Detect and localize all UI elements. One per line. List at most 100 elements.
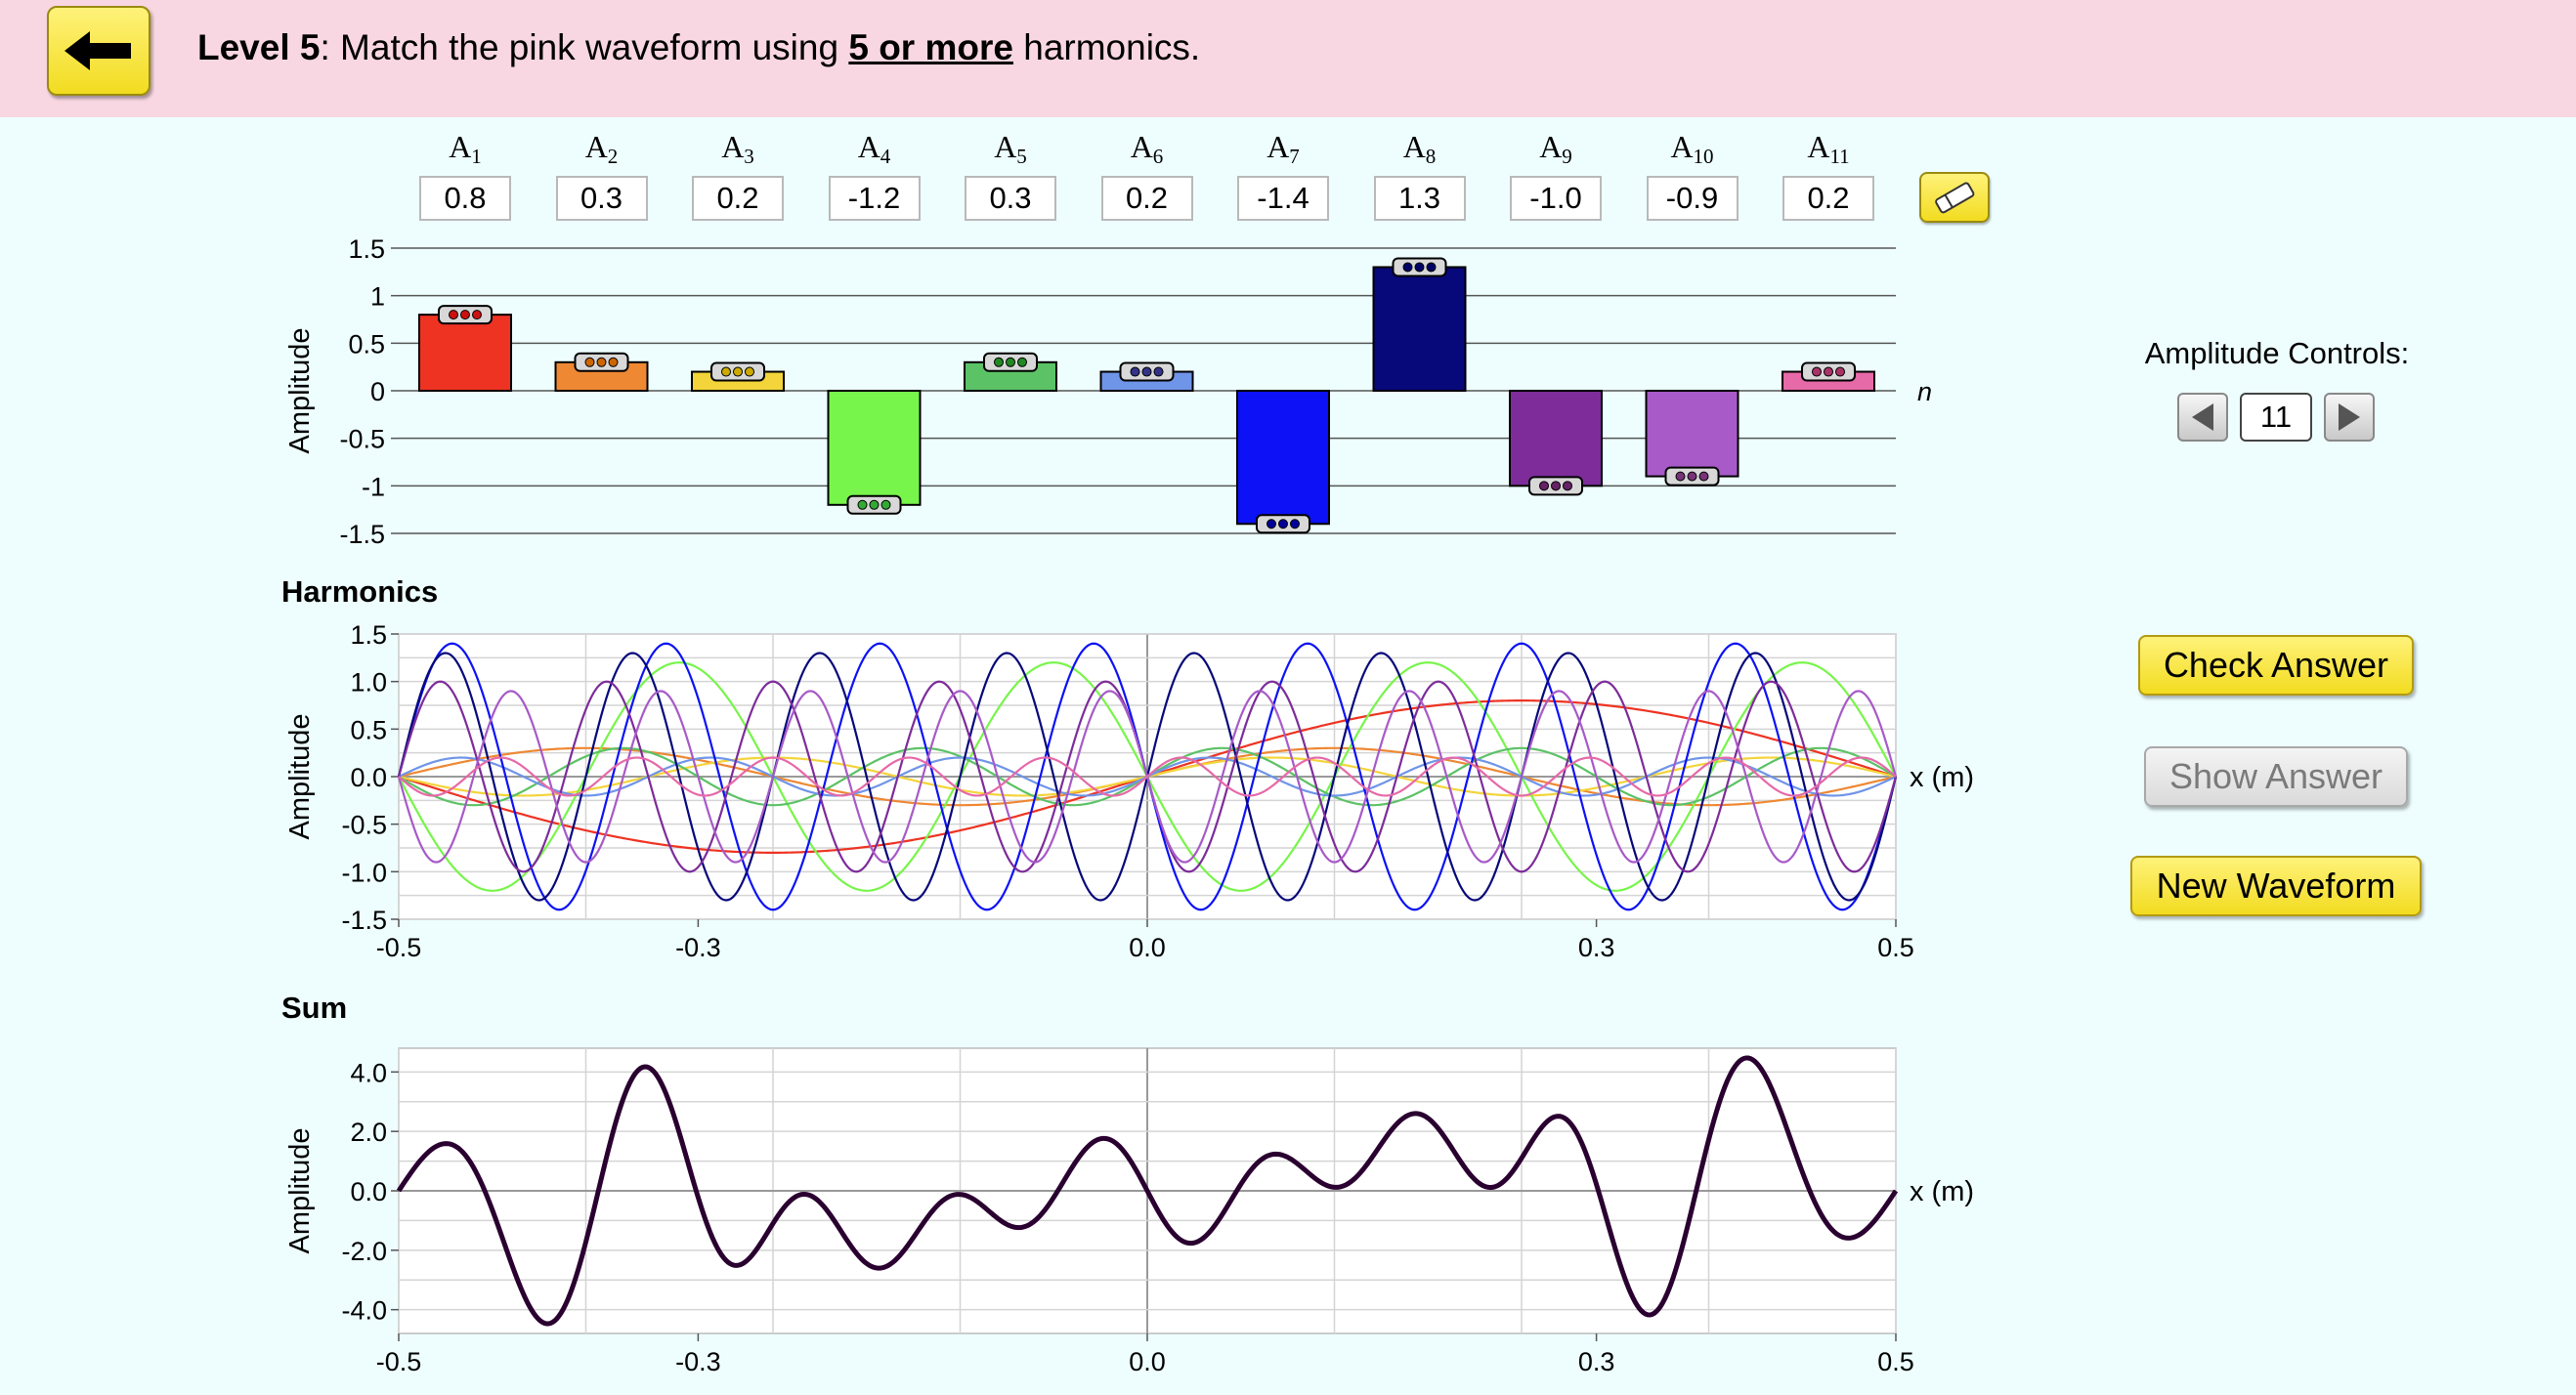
y-tick-label: -4.0 (341, 1296, 387, 1326)
amplitude-input-5[interactable]: 0.3 (965, 176, 1056, 221)
amplitude-label-letter: A (1539, 129, 1563, 164)
y-tick-label: -2.0 (341, 1237, 387, 1266)
show-answer-button[interactable]: Show Answer (2144, 746, 2408, 807)
sum-chart: 4.0 2.0 0.0 -2.0 -4.0 -0.5 -0.3 0.0 0.3 0.5 Amplit… (284, 1047, 1974, 1376)
amplitude-label-2: A2 (556, 129, 648, 169)
amplitude-label-letter: A (994, 129, 1017, 164)
amplitude-bar-9[interactable] (1509, 390, 1603, 487)
y-tick-label: -1.5 (341, 906, 387, 935)
level-label: Level 5 (197, 27, 321, 67)
handle-dot (857, 499, 868, 510)
y-tick-label: -0.5 (341, 811, 387, 840)
amplitude-input-8[interactable]: 1.3 (1373, 176, 1466, 221)
back-button[interactable] (47, 6, 150, 96)
handle-dot (1130, 366, 1140, 377)
arrow-left-icon (64, 31, 131, 70)
handle-dot (460, 310, 470, 320)
amplitude-label-11: A11 (1782, 129, 1874, 169)
amplitude-label-letter: A (721, 129, 745, 164)
bar-y-tick-label: -1.5 (339, 520, 385, 549)
handle-dot (1698, 471, 1709, 482)
amplitude-input-9[interactable]: -1.0 (1510, 176, 1602, 221)
bar-y-tick-label: 0.5 (348, 329, 385, 359)
decrease-harmonics-button[interactable] (2177, 393, 2228, 442)
amplitude-bar-4[interactable] (827, 390, 922, 506)
amplitude-bar-10[interactable] (1645, 390, 1739, 478)
y-axis-label: Amplitude (284, 1128, 316, 1254)
amplitude-label-8: A8 (1374, 129, 1466, 169)
amplitude-label-index: 4 (880, 145, 891, 168)
handle-dot (869, 499, 880, 510)
bar-y-tick-label: 1 (370, 282, 385, 312)
amplitude-label-letter: A (857, 129, 880, 164)
eraser-icon (1935, 182, 1975, 214)
handle-dot (1278, 519, 1288, 529)
amplitude-label-9: A9 (1510, 129, 1602, 169)
sum-title: Sum (281, 991, 348, 1025)
x-tick-label: -0.5 (376, 1347, 422, 1376)
amplitude-bar-7[interactable] (1236, 390, 1330, 526)
amplitude-input-6[interactable]: 0.2 (1100, 176, 1193, 221)
x-tick-label: 0.0 (1129, 933, 1166, 962)
bar-y-axis-label: Amplitude (284, 328, 316, 454)
amplitude-input-4[interactable]: -1.2 (828, 176, 921, 221)
triangle-right-icon (2339, 403, 2360, 431)
triangle-left-icon (2192, 403, 2213, 431)
increase-harmonics-button[interactable] (2324, 393, 2375, 442)
amplitude-label-letter: A (1807, 129, 1830, 164)
amplitude-input-10[interactable]: -0.9 (1646, 176, 1739, 221)
amplitude-label-index: 6 (1152, 145, 1164, 168)
x-tick-label: -0.3 (675, 1347, 721, 1376)
amplitude-bar-chart[interactable]: 1.5 1 0.5 0 -0.5 -1 -1.5 Amplitude n (284, 234, 1932, 549)
amplitude-input-1[interactable]: 0.8 (419, 176, 511, 221)
amplitude-label-index: 1 (471, 145, 482, 168)
bar-y-tick-label: 0 (370, 377, 385, 406)
handle-dot (1824, 366, 1833, 377)
handle-dot (1153, 366, 1164, 377)
amplitude-input-7[interactable]: -1.4 (1237, 176, 1329, 221)
check-answer-button[interactable]: Check Answer (2138, 635, 2414, 696)
amplitude-bar-2[interactable] (554, 360, 649, 392)
handle-dot (1563, 481, 1572, 491)
harmonics-count-field[interactable]: 11 (2240, 393, 2312, 442)
amplitude-label-index: 2 (607, 145, 619, 168)
handle-dot (994, 357, 1004, 367)
x-tick-label: 0.3 (1578, 933, 1615, 962)
y-tick-label: -1.0 (341, 858, 387, 887)
amplitude-input-11[interactable]: 0.2 (1782, 176, 1874, 221)
handle-dot (880, 499, 891, 510)
amplitude-label-letter: A (1130, 129, 1153, 164)
amplitude-label-6: A6 (1101, 129, 1193, 169)
y-tick-label: 0.0 (350, 1177, 387, 1206)
harmonic-curve-11 (398, 756, 1897, 797)
handle-dot (1414, 262, 1425, 273)
handle-dot (584, 357, 595, 367)
x-axis-label: x (m) (1910, 762, 1974, 793)
y-tick-label: 2.0 (350, 1118, 387, 1147)
y-tick-label: 1.5 (350, 620, 387, 650)
amplitude-label-index: 10 (1693, 145, 1714, 168)
amplitude-bar-8[interactable] (1372, 266, 1467, 393)
x-tick-label: 0.3 (1578, 1347, 1615, 1376)
sum-curve (396, 1055, 1899, 1327)
y-axis-label: Amplitude (284, 714, 316, 840)
bar-y-tick-label: -1 (362, 472, 385, 501)
bar-x-axis-label: n (1917, 377, 1932, 406)
handle-dot (449, 310, 458, 320)
handle-dot (1812, 366, 1822, 377)
x-tick-label: -0.5 (376, 933, 422, 962)
harmonics-chart: 1.51.00.50.0-0.5-1.0-1.5-0.5 -0.3 0.0 0.3 0.… (284, 620, 1974, 962)
amplitude-input-2[interactable]: 0.3 (555, 176, 648, 221)
top-bar: Level 5: Match the pink waveform using 5… (0, 0, 2576, 117)
handle-dot (1402, 262, 1413, 273)
amplitude-label-letter: A (1267, 129, 1290, 164)
amplitude-input-3[interactable]: 0.2 (692, 176, 784, 221)
new-waveform-button[interactable]: New Waveform (2130, 856, 2422, 916)
handle-dot (596, 357, 607, 367)
handle-dot (733, 366, 743, 377)
amplitude-bar-1[interactable] (418, 314, 512, 392)
clear-amplitudes-button[interactable] (1919, 172, 1990, 223)
amplitude-label-index: 5 (1016, 145, 1027, 168)
instruction-pre: : Match the pink waveform using (320, 27, 849, 67)
